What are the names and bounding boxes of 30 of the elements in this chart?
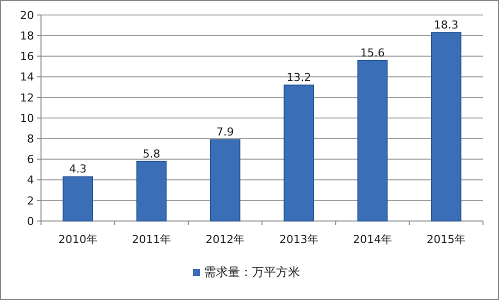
y-tick-label: 0 bbox=[27, 214, 34, 228]
data-label: 13.2 bbox=[286, 71, 312, 84]
data-label: 15.6 bbox=[360, 46, 385, 60]
y-tick-label: 14 bbox=[20, 70, 34, 84]
x-tick-label: 2011年 bbox=[132, 233, 171, 246]
x-tick-label: 2012年 bbox=[206, 233, 245, 246]
y-tick-label: 6 bbox=[27, 153, 34, 166]
bar bbox=[284, 84, 314, 222]
bar bbox=[62, 176, 93, 222]
y-tick-label: 4 bbox=[27, 174, 34, 187]
y-tick-label: 20 bbox=[20, 8, 34, 22]
y-tick-label: 2 bbox=[27, 194, 34, 208]
y-tick-label: 12 bbox=[20, 91, 34, 104]
y-tick-label: 10 bbox=[20, 112, 34, 125]
y-tick-label: 18 bbox=[20, 29, 34, 42]
data-label: 5.8 bbox=[142, 147, 160, 160]
y-tick-label: 16 bbox=[20, 50, 34, 64]
x-tick-label: 2013年 bbox=[279, 233, 318, 246]
bar bbox=[136, 160, 167, 222]
bar bbox=[431, 32, 462, 222]
bar bbox=[210, 139, 240, 222]
data-label: 7.9 bbox=[216, 126, 234, 139]
legend-label: 需求量：万平方米 bbox=[204, 265, 300, 279]
x-tick-label: 2014年 bbox=[353, 233, 392, 246]
data-label: 18.3 bbox=[434, 18, 458, 32]
x-tick-label: 2015年 bbox=[426, 233, 466, 246]
data-label: 4.3 bbox=[69, 162, 87, 176]
y-tick-label: 8 bbox=[27, 132, 34, 146]
bar bbox=[357, 60, 388, 222]
x-tick-label: 2010年 bbox=[58, 233, 98, 246]
